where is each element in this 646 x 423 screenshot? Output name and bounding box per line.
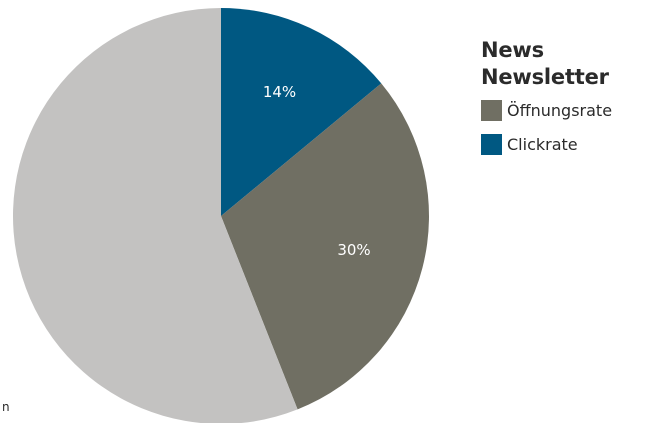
- cropped-label-fragment: n: [2, 400, 10, 414]
- chart-title-line-2: Newsletter: [481, 65, 609, 89]
- legend-swatch-oeffnungsrate: [481, 99, 502, 121]
- legend: News Newsletter Öffnungsrate Clickrate: [481, 37, 612, 161]
- chart-title: News Newsletter: [481, 37, 612, 91]
- legend-label-oeffnungsrate: Öffnungsrate: [507, 100, 613, 120]
- pie-slice-clickrate: [221, 8, 382, 216]
- slice-label-clickrate: 14%: [263, 83, 296, 101]
- pie-slice-remaining: [13, 8, 298, 423]
- legend-swatch-clickrate: [481, 133, 502, 155]
- slice-labels: 14% 30%: [263, 83, 371, 259]
- slice-label-oeffnungsrate: 30%: [337, 241, 370, 259]
- legend-label-clickrate: Clickrate: [507, 134, 578, 154]
- legend-item-oeffnungsrate: Öffnungsrate: [481, 93, 612, 127]
- pie-slice-oeffnungsrate: [221, 83, 429, 410]
- chart-title-line-1: News: [481, 38, 544, 62]
- pie-slices: [13, 8, 429, 423]
- legend-item-clickrate: Clickrate: [481, 127, 612, 161]
